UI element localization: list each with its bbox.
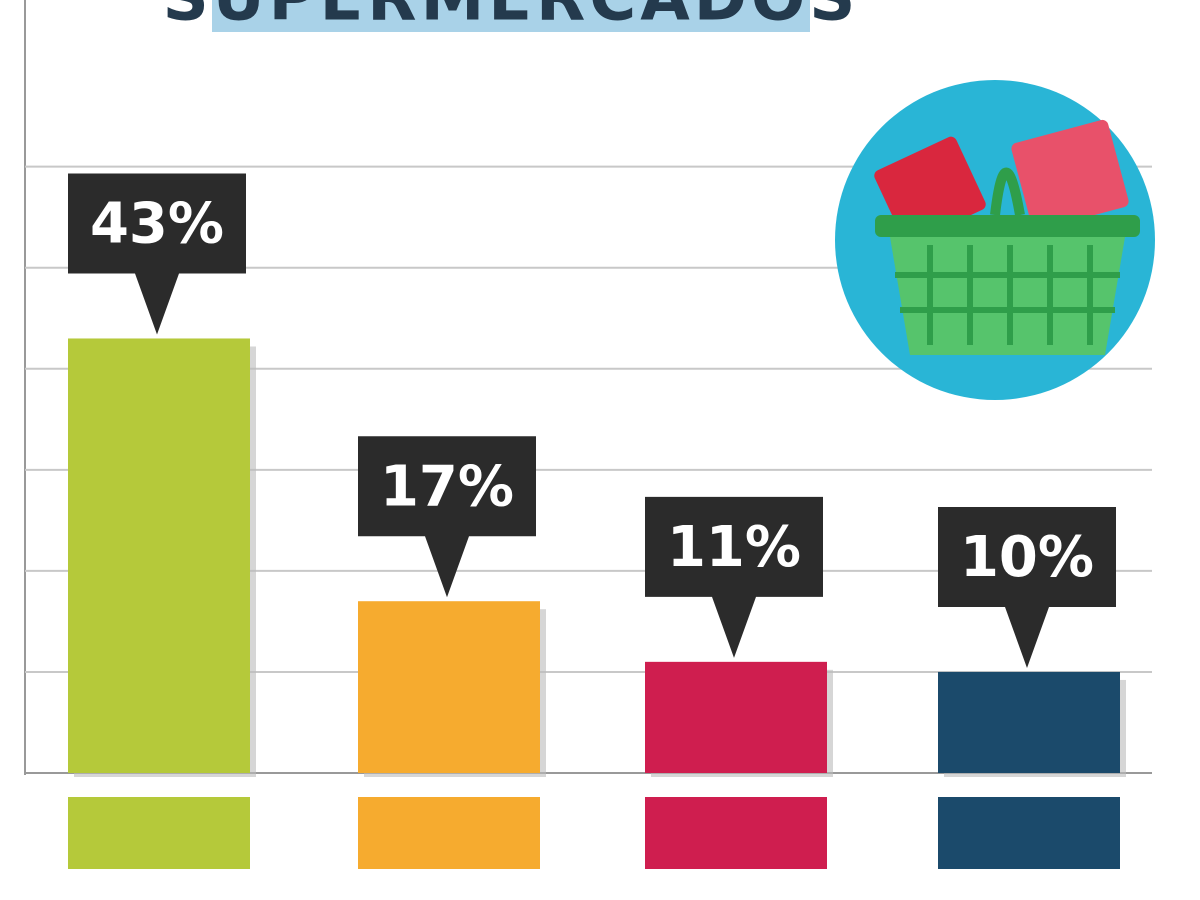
value-label: 11% xyxy=(667,515,801,580)
label-box xyxy=(68,173,246,335)
label-box xyxy=(938,506,1116,668)
bar xyxy=(68,338,250,773)
value-label: 43% xyxy=(90,192,224,257)
bar xyxy=(358,601,540,773)
category-strip xyxy=(358,797,540,869)
bar xyxy=(938,671,1120,773)
category-strip xyxy=(68,797,250,869)
value-label: 17% xyxy=(380,454,514,519)
basket-icon xyxy=(835,80,1155,400)
category-strip xyxy=(645,797,827,869)
category-strip xyxy=(938,797,1120,869)
title-box xyxy=(212,0,810,32)
value-label: 10% xyxy=(960,525,1094,590)
label-box xyxy=(645,496,823,658)
bar xyxy=(645,661,827,773)
chart-title: SUPERMERCADOS xyxy=(163,0,860,36)
label-box xyxy=(358,436,536,598)
